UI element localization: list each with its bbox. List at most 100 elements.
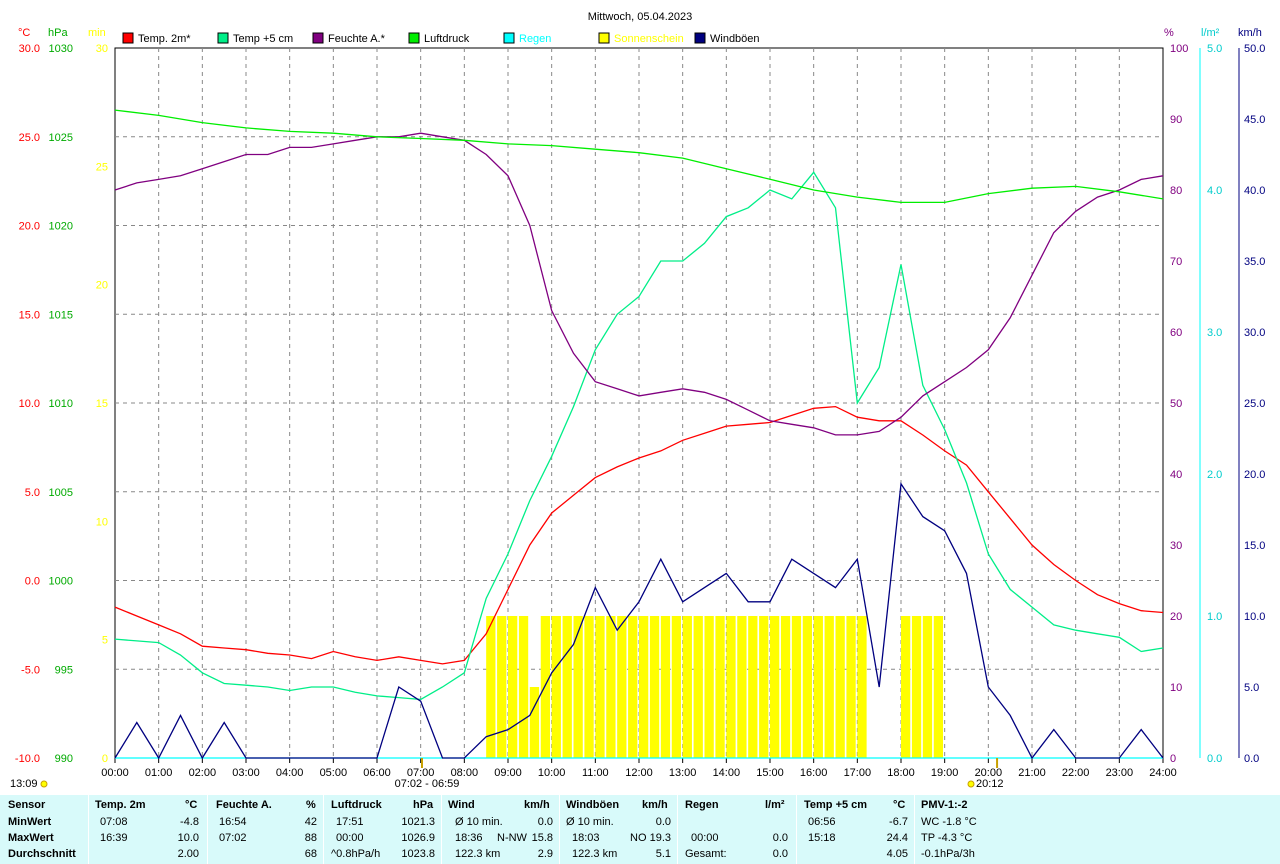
x-tick-label: 17:00 [844, 767, 872, 779]
sunshine-bar [682, 616, 692, 758]
stats-header-t5: Temp +5 cm [804, 799, 868, 811]
stats-header-rain-unit: l/m² [765, 799, 785, 811]
stats-rain-value: 0.0 [772, 832, 788, 844]
x-tick-label: 11:00 [582, 767, 609, 779]
series-line [114, 109, 1164, 204]
temp-tick-label: 30.0 [19, 43, 40, 55]
stats-gust-value: 5.1 [655, 848, 671, 860]
humidity-tick-label: 50 [1170, 398, 1182, 410]
x-tick-label: 13:00 [669, 767, 697, 779]
wind-tick-label: 25.0 [1244, 398, 1265, 410]
x-tick-label: 02:00 [189, 767, 217, 779]
sunshine-bar [715, 616, 725, 758]
legend-swatch [312, 32, 324, 44]
sunshine-bar [824, 616, 834, 758]
legend-label: Luftdruck [424, 33, 470, 45]
sunset-time-label: 20:12 [976, 778, 1004, 790]
temp-tick-label: 15.0 [19, 309, 40, 321]
sun-tick-label: 5 [102, 635, 108, 647]
x-tick-label: 03:00 [232, 767, 260, 779]
pressure-tick-label: 1030 [49, 43, 73, 55]
wind-tick-label: 15.0 [1244, 540, 1265, 552]
stats-hum-value: 88 [304, 832, 317, 844]
humidity-tick-label: 0 [1170, 753, 1176, 765]
stats-temp-time: 16:39 [100, 832, 128, 844]
col-separator [559, 795, 560, 864]
stats-header-gust: Windböen [566, 799, 620, 811]
stats-rain-value: 0.0 [772, 848, 788, 860]
x-tick-label: 12:00 [625, 767, 653, 779]
stats-header-humidity-unit: % [306, 799, 316, 811]
sun-tick-label: 0 [102, 753, 108, 765]
stats-wind-value: 2.9 [537, 848, 553, 860]
sunshine-bar [518, 616, 529, 758]
x-tick-label: 23:00 [1106, 767, 1134, 779]
x-tick-label: 07:00 [407, 767, 435, 779]
wind-tick-label: 20.0 [1244, 469, 1265, 481]
temp-tick-label: 25.0 [19, 132, 40, 144]
stats-row-label: MinWert [8, 816, 52, 828]
wind-tick-label: 0.0 [1244, 753, 1259, 765]
pressure-tick-label: 1015 [49, 309, 73, 321]
stats-t5-time: 06:56 [808, 816, 836, 828]
rain-tick-label: 1.0 [1207, 611, 1222, 623]
pressure-axis-unit: hPa [48, 27, 68, 39]
x-tick-label: 16:00 [800, 767, 828, 779]
stats-header-sensor: Sensor [8, 799, 46, 811]
sunshine-bar [922, 616, 933, 758]
stats-header-humidity: Feuchte A. [216, 799, 272, 811]
legend-label: Sonnenschein [614, 33, 684, 45]
wind-tick-label: 45.0 [1244, 114, 1265, 126]
sunshine-bar [639, 616, 649, 758]
humidity-tick-label: 60 [1170, 327, 1182, 339]
stats-hum-time: 16:54 [219, 816, 247, 828]
stats-press-trend: ^0.8hPa/h [331, 848, 381, 860]
stats-rain-time: 00:00 [691, 832, 719, 844]
sunrise-sunset-label: 07:02 - 06:59 [395, 778, 460, 790]
sunshine-bar [671, 616, 682, 758]
x-tick-label: 18:00 [887, 767, 915, 779]
stats-rain-total-label: Gesamt: [685, 848, 727, 860]
sunshine-bar [562, 616, 572, 758]
legend-label: Feuchte A.* [328, 33, 386, 45]
x-tick-label: 06:00 [363, 767, 391, 779]
stats-wind-value: 15.8 [531, 832, 553, 844]
stats-gust-direction: NO [630, 832, 647, 844]
humidity-tick-label: 80 [1170, 185, 1182, 197]
col-separator [914, 795, 915, 864]
stats-header-wind: Wind [448, 799, 475, 811]
sunshine-bar [617, 616, 627, 758]
stats-header-gust-unit: km/h [642, 799, 668, 811]
temp-tick-label: 5.0 [25, 487, 40, 499]
stats-header-pressure-unit: hPa [413, 799, 434, 811]
chart-svg: Mittwoch, 05.04.2023 Temp. 2m* Temp +5 cm F… [10, 11, 1265, 790]
stats-pmv: TP -4.3 °C [921, 832, 973, 844]
stats-pmv: WC -1.8 °C [921, 816, 977, 828]
stats-header-wind-unit: km/h [524, 799, 550, 811]
stats-wind-distance: 122.3 km [455, 848, 501, 860]
sunshine-bar [595, 616, 605, 758]
weather-chart: Mittwoch, 05.04.2023 Temp. 2m* Temp +5 cm F… [10, 11, 1265, 790]
pressure-tick-label: 1020 [49, 221, 73, 233]
stats-t5-value: 24.4 [886, 832, 908, 844]
legend-label: Regen [519, 33, 551, 45]
rain-tick-label: 4.0 [1207, 185, 1222, 197]
x-tick-label: 10:00 [538, 767, 566, 779]
stats-press-value: 1021.3 [401, 816, 435, 828]
statistics-panel: Sensor Temp. 2m °C Feuchte A. % Luftdruc… [0, 795, 1280, 864]
sunshine-bar [693, 616, 703, 758]
sunshine-bar [901, 616, 911, 758]
col-separator [441, 795, 442, 864]
rain-axis-unit: l/m² [1201, 27, 1220, 39]
sunshine-bar [660, 616, 671, 758]
humidity-tick-label: 20 [1170, 611, 1182, 623]
stats-t5-value: 4.05 [886, 848, 908, 860]
legend-label: Windböen [710, 33, 760, 45]
col-separator [323, 795, 324, 864]
sunshine-bar [508, 616, 518, 758]
stats-gust-value: 19.3 [649, 832, 671, 844]
stats-temp-value: 2.00 [177, 848, 199, 860]
stats-gust-time: 18:03 [572, 832, 600, 844]
stats-hum-value: 68 [304, 848, 317, 860]
sunshine-bar [911, 616, 922, 758]
